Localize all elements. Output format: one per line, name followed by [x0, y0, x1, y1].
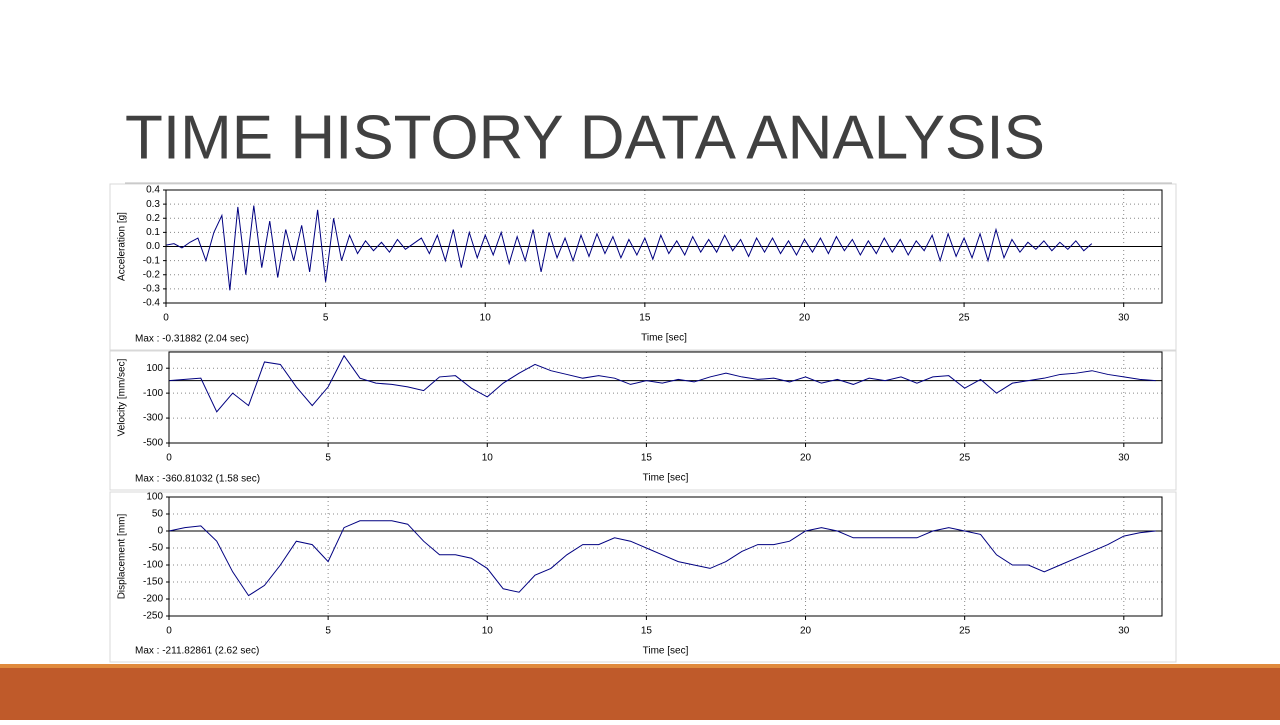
- y-tick-label: -100: [143, 388, 163, 399]
- x-tick-label: 10: [482, 626, 494, 637]
- y-tick-label: -0.4: [143, 298, 161, 309]
- footer-accent: [0, 664, 1280, 668]
- y-tick-label: 100: [146, 363, 163, 374]
- y-tick-label: -0.2: [143, 269, 161, 280]
- x-axis-label: Time [sec]: [643, 646, 689, 657]
- x-tick-label: 0: [163, 313, 169, 324]
- y-axis-label: Acceleration [g]: [117, 212, 128, 281]
- y-axis-label: Displacement [mm]: [117, 513, 128, 599]
- max-annotation: Max : -0.31882 (2.04 sec): [135, 334, 249, 345]
- y-tick-label: -150: [143, 577, 163, 588]
- x-tick-label: 0: [166, 626, 172, 637]
- x-axis-label: Time [sec]: [641, 333, 687, 344]
- max-annotation: Max : -211.82861 (2.62 sec): [135, 646, 259, 657]
- y-tick-label: 0.2: [146, 213, 160, 224]
- panel-frame: [109, 350, 1177, 491]
- y-tick-label: -250: [143, 611, 163, 622]
- x-tick-label: 25: [959, 626, 971, 637]
- y-tick-label: 0.3: [146, 199, 160, 210]
- x-tick-label: 30: [1118, 453, 1130, 464]
- x-tick-label: 5: [323, 313, 329, 324]
- x-tick-label: 5: [325, 626, 331, 637]
- x-tick-label: 30: [1118, 626, 1130, 637]
- panel-frame: [109, 183, 1177, 351]
- y-tick-label: 0.4: [146, 185, 160, 196]
- y-tick-label: -0.1: [143, 255, 161, 266]
- x-tick-label: 15: [641, 626, 653, 637]
- footer-band: [0, 668, 1280, 720]
- x-axis-label: Time [sec]: [643, 473, 689, 484]
- data-line: [168, 520, 1156, 597]
- x-tick-label: 0: [166, 453, 172, 464]
- x-tick-label: 20: [799, 313, 811, 324]
- x-tick-label: 10: [482, 453, 494, 464]
- x-tick-label: 20: [800, 453, 812, 464]
- plot-frame: [168, 351, 1163, 444]
- data-line: [165, 205, 1093, 291]
- y-tick-label: -300: [143, 413, 163, 424]
- x-tick-label: 30: [1118, 313, 1130, 324]
- y-tick-label: 0.0: [146, 241, 160, 252]
- y-tick-label: -0.3: [143, 284, 161, 295]
- slide-title: TIME HISTORY DATA ANALYSIS: [125, 103, 1045, 172]
- max-annotation: Max : -360.81032 (1.58 sec): [135, 474, 260, 485]
- x-tick-label: 10: [480, 313, 492, 324]
- plot-frame: [165, 189, 1163, 304]
- data-line: [168, 354, 1156, 413]
- chart-panel: 0.4 0.3 0.2 0.1 0.0 -0.1 -0.2 -0.3 -0.40 5 10 15 20 2…: [109, 183, 1177, 351]
- x-tick-label: 25: [959, 453, 971, 464]
- x-tick-label: 25: [959, 313, 971, 324]
- x-tick-label: 20: [800, 626, 812, 637]
- y-tick-label: -500: [143, 438, 163, 449]
- plot-frame: [168, 496, 1163, 617]
- y-tick-label: 0: [157, 526, 163, 537]
- y-tick-label: -100: [143, 560, 163, 571]
- y-tick-label: 50: [152, 509, 164, 520]
- x-tick-label: 15: [639, 313, 651, 324]
- y-axis-label: Velocity [mm/sec]: [117, 358, 128, 436]
- x-tick-label: 15: [641, 453, 653, 464]
- y-tick-label: -50: [149, 543, 164, 554]
- panel-frame: [109, 491, 1177, 663]
- y-tick-label: 0.1: [146, 227, 160, 238]
- y-tick-label: 100: [146, 492, 163, 503]
- x-tick-label: 5: [325, 453, 331, 464]
- y-tick-label: -200: [143, 594, 163, 605]
